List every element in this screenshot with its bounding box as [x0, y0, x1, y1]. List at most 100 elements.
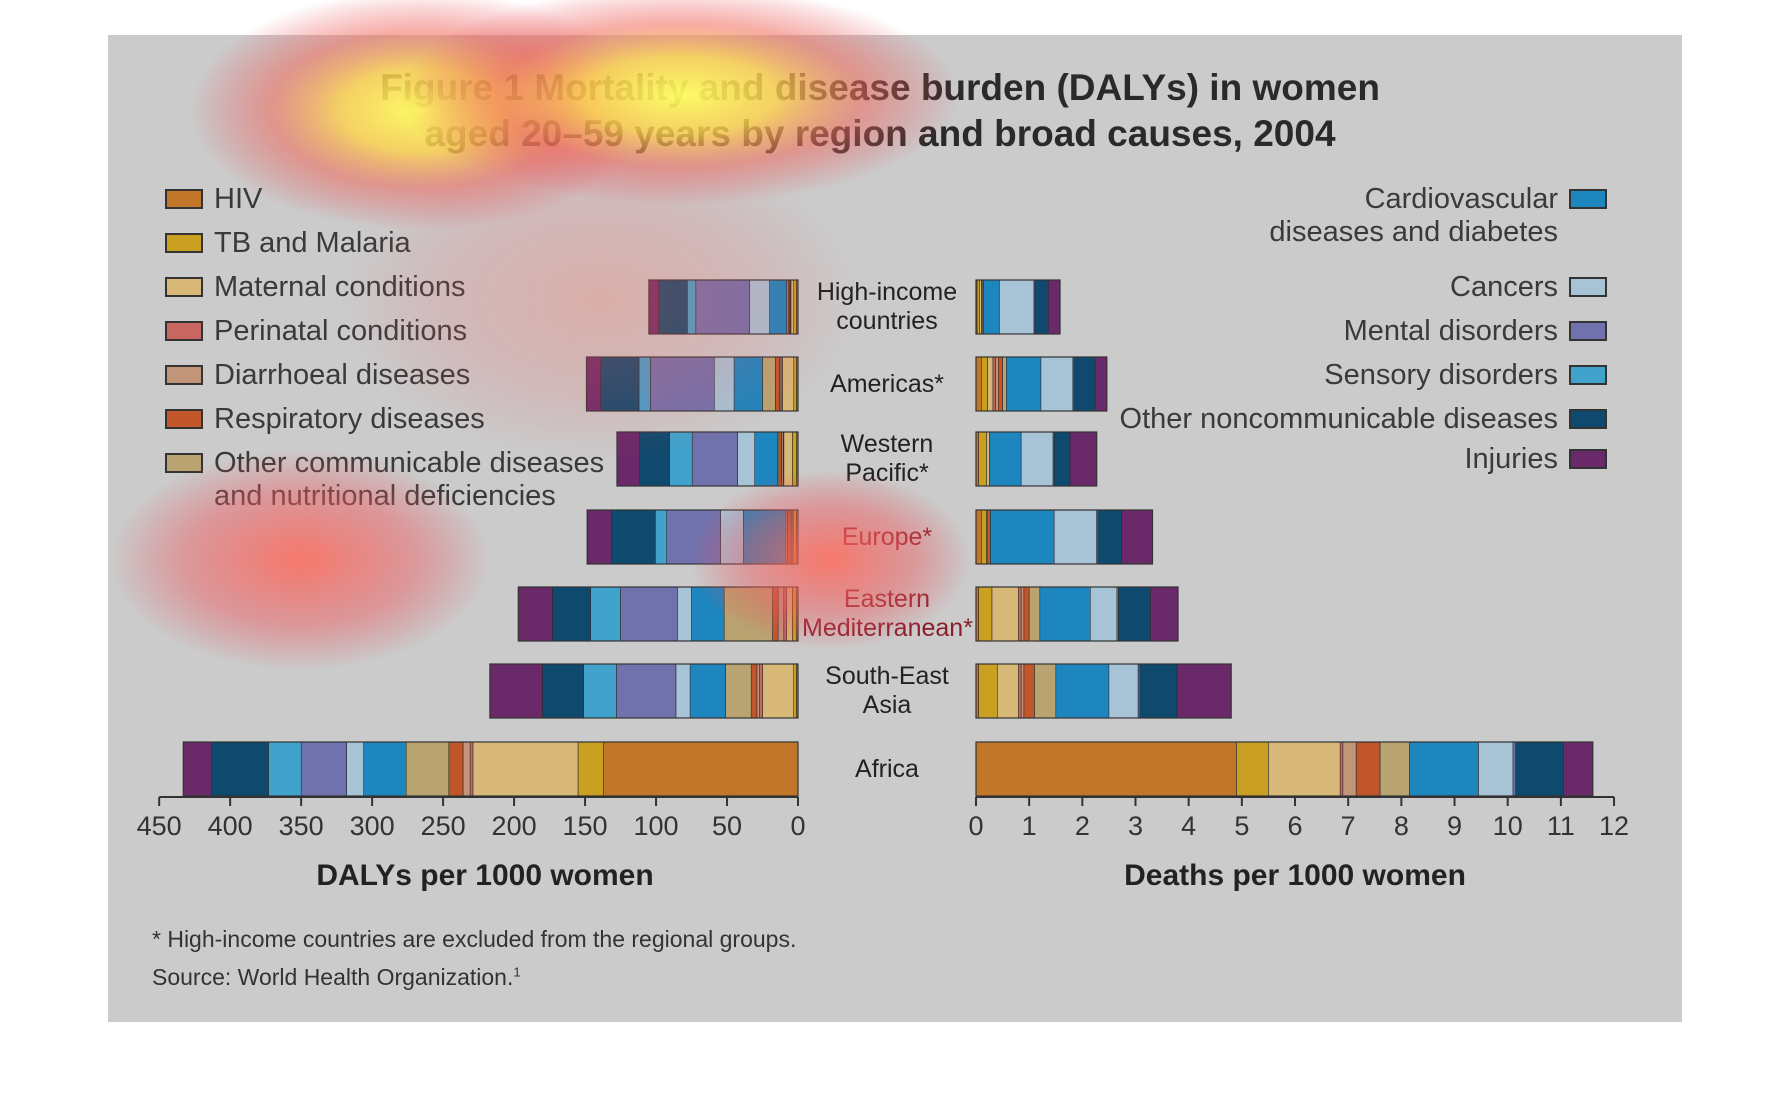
legend-swatch	[165, 189, 203, 209]
bar-segment-dalys	[793, 279, 797, 335]
bar-segment-dalys	[781, 431, 784, 487]
bar-segment-dalys	[725, 663, 752, 719]
bar-segment-deaths	[1048, 279, 1061, 335]
legend-item: HIV	[165, 183, 262, 216]
x-tick-label-dalys: 450	[137, 811, 182, 841]
bar-segment-deaths	[976, 279, 981, 335]
bar-segment-deaths	[1355, 741, 1381, 797]
bar-segment-dalys	[363, 741, 407, 797]
bar-segment-deaths	[995, 356, 999, 412]
bar-segment-dalys	[691, 586, 725, 642]
legend-label-line-2: and nutritional deficiencies	[214, 480, 556, 512]
bar-outline-deaths	[975, 663, 1232, 719]
x-tick-label-deaths: 3	[1128, 811, 1143, 841]
x-tick-label-dalys: 150	[563, 811, 608, 841]
bar-segment-dalys	[603, 741, 799, 797]
bar-segment-dalys	[489, 663, 543, 719]
bar-segment-deaths	[975, 509, 982, 565]
bar-segment-deaths	[1478, 741, 1514, 797]
bar-segment-deaths	[1563, 741, 1594, 797]
legend-item: Maternal conditions	[165, 271, 465, 304]
region-label-line: Eastern	[843, 585, 931, 613]
bar-segment-dalys	[791, 431, 797, 487]
region-label-line: Mediterranean*	[802, 614, 973, 642]
bar-outline-deaths	[975, 509, 1154, 565]
legend-label: Mental disorders	[1343, 315, 1558, 347]
legend-item: Mental disorders	[1343, 315, 1607, 348]
legend-swatch	[1569, 321, 1607, 341]
bar-segment-deaths	[978, 663, 998, 719]
source-superscript: 1	[513, 964, 521, 980]
bar-segment-deaths	[1053, 509, 1097, 565]
bar-segment-dalys	[787, 509, 791, 565]
region-label: Eastern Mediterranean*	[802, 585, 973, 643]
legend-item: Other communicable diseases and nutrition…	[165, 447, 604, 513]
bar-segment-deaths	[1236, 741, 1269, 797]
x-tick-label-dalys: 100	[634, 811, 679, 841]
chart-title-line-2: aged 20–59 years by region and broad cau…	[424, 113, 1336, 154]
legend-label: TB and Malaria	[214, 227, 411, 259]
bar-segment-dalys	[650, 356, 715, 412]
bar-segment-dalys	[793, 356, 797, 412]
bar-segment-dalys	[790, 279, 795, 335]
bar-segment-dalys	[469, 741, 474, 797]
bar-segment-dalys	[756, 663, 760, 719]
bar-segment-dalys	[720, 509, 744, 565]
footnote: * High-income countries are excluded fro…	[152, 926, 797, 952]
x-tick-label-dalys: 0	[790, 811, 805, 841]
bar-segment-deaths	[1094, 356, 1108, 412]
x-tick-label-dalys: 350	[279, 811, 324, 841]
bar-segment-deaths	[1515, 741, 1564, 797]
x-tick-label-deaths: 8	[1394, 811, 1409, 841]
bar-segment-dalys	[759, 663, 763, 719]
legend-swatch	[165, 233, 203, 253]
bar-segment-dalys	[749, 279, 770, 335]
bar-segment-deaths	[1028, 586, 1041, 642]
bar-segment-deaths	[999, 279, 1035, 335]
bar-segment-deaths	[988, 431, 1022, 487]
legend-swatch	[165, 277, 203, 297]
legend-item: Respiratory diseases	[165, 403, 485, 436]
legend-swatch	[1569, 189, 1607, 209]
region-label: Europe*	[802, 523, 972, 552]
bar-segment-deaths	[983, 279, 1000, 335]
bar-outline-deaths	[975, 431, 1098, 487]
bar-segment-dalys	[793, 663, 797, 719]
bar-segment-dalys	[462, 741, 471, 797]
bar-segment-dalys	[590, 586, 621, 642]
bar-segment-dalys	[615, 663, 677, 719]
bar-outline-dalys	[489, 663, 799, 719]
bar-segment-deaths	[1034, 279, 1049, 335]
bar-segment-deaths	[1020, 586, 1025, 642]
region-label-line: Asia	[862, 691, 912, 719]
region-label-line: High-income	[816, 278, 958, 306]
legend-label-line-2: diseases and diabetes	[1269, 216, 1558, 248]
bar-segment-dalys	[300, 741, 347, 797]
bar-segment-dalys	[689, 663, 726, 719]
bar-segment-deaths	[1055, 663, 1110, 719]
bar-segment-deaths	[1005, 356, 1042, 412]
bar-segment-dalys	[542, 663, 585, 719]
bar-segment-deaths	[980, 509, 987, 565]
bar-segment-dalys	[787, 279, 790, 335]
legend-item: Cardiovascular diseases and diabetes	[1269, 183, 1607, 249]
bar-segment-dalys	[577, 741, 604, 797]
region-label-line: South-East	[825, 662, 949, 690]
bar-segment-dalys	[695, 279, 750, 335]
bar-segment-dalys	[742, 509, 787, 565]
bar-segment-dalys	[639, 431, 670, 487]
bar-segment-deaths	[978, 431, 988, 487]
bar-segment-deaths	[1118, 586, 1151, 642]
bar-segment-deaths	[1090, 586, 1118, 642]
x-tick-label-deaths: 12	[1599, 811, 1629, 841]
bar-segment-deaths	[997, 356, 1003, 412]
bar-segment-dalys	[448, 741, 464, 797]
bar-segment-dalys	[791, 586, 797, 642]
bar-segment-dalys	[737, 431, 756, 487]
bar-segment-deaths	[1342, 741, 1357, 797]
bar-segment-deaths	[1268, 741, 1341, 797]
bar-segment-dalys	[762, 663, 795, 719]
chart-title: Figure 1 Mortality and disease burden (D…	[300, 65, 1460, 157]
bar-segment-dalys	[405, 741, 450, 797]
bar-segment-deaths	[986, 431, 990, 487]
